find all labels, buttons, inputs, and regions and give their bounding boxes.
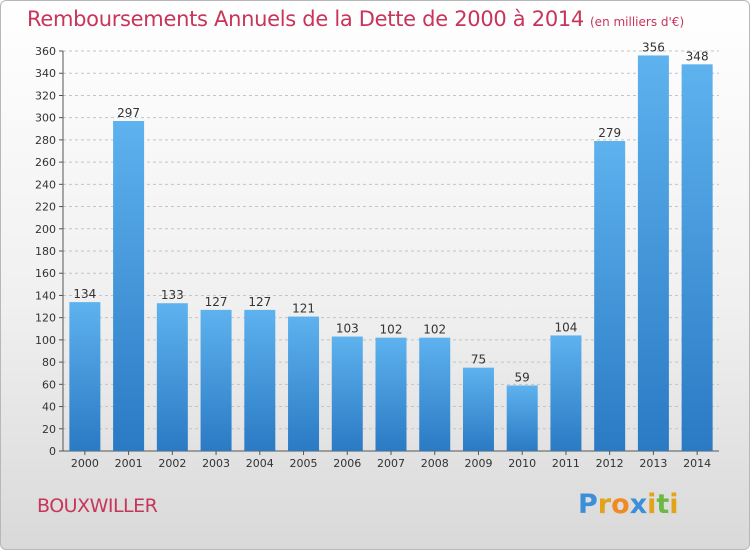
y-tick-label: 260 xyxy=(35,156,56,169)
bar xyxy=(550,335,582,451)
data-label: 102 xyxy=(380,323,403,337)
city-name: BOUXWILLER xyxy=(37,495,158,517)
chart-title-unit: (en milliers d'€) xyxy=(590,15,685,29)
x-tick-label: 2010 xyxy=(508,457,536,470)
bar xyxy=(637,55,669,451)
x-tick-label: 2009 xyxy=(464,457,492,470)
data-label: 127 xyxy=(248,295,271,309)
y-tick-label: 180 xyxy=(35,245,56,258)
x-tick-label: 2012 xyxy=(596,457,624,470)
bar xyxy=(244,309,276,451)
x-tick-label: 2001 xyxy=(115,457,143,470)
data-label: 104 xyxy=(554,320,577,334)
data-label: 356 xyxy=(642,40,665,54)
y-tick-label: 20 xyxy=(42,423,56,436)
x-tick-label: 2011 xyxy=(552,457,580,470)
bar xyxy=(594,141,626,451)
data-label: 102 xyxy=(423,323,446,337)
logo-letter: i xyxy=(647,489,657,520)
x-tick-label: 2006 xyxy=(333,457,361,470)
x-tick-label: 2014 xyxy=(683,457,711,470)
data-label: 297 xyxy=(117,106,140,120)
x-tick-label: 2003 xyxy=(202,457,230,470)
logo-letter: r xyxy=(597,489,612,520)
x-tick-label: 2002 xyxy=(158,457,186,470)
data-label: 127 xyxy=(205,295,228,309)
y-tick-label: 280 xyxy=(35,134,56,147)
y-tick-label: 240 xyxy=(35,178,56,191)
y-tick-label: 120 xyxy=(35,312,56,325)
y-tick-label: 100 xyxy=(35,334,56,347)
bar xyxy=(375,337,407,451)
data-label: 133 xyxy=(161,288,184,302)
x-tick-label: 2005 xyxy=(290,457,318,470)
x-tick-label: 2007 xyxy=(377,457,405,470)
x-tick-label: 2000 xyxy=(71,457,99,470)
data-label: 348 xyxy=(686,49,709,63)
bar xyxy=(156,303,188,451)
y-tick-label: 160 xyxy=(35,267,56,280)
y-tick-label: 200 xyxy=(35,223,56,236)
data-label: 279 xyxy=(598,126,621,140)
y-tick-label: 0 xyxy=(49,445,56,458)
y-tick-label: 320 xyxy=(35,89,56,102)
data-label: 103 xyxy=(336,322,359,336)
y-tick-label: 340 xyxy=(35,67,56,80)
bar xyxy=(113,121,145,451)
bar xyxy=(681,64,713,452)
bar xyxy=(69,302,101,451)
data-label: 134 xyxy=(73,287,96,301)
logo-letter: P xyxy=(578,489,598,520)
y-tick-label: 40 xyxy=(42,401,56,414)
bar xyxy=(331,336,363,451)
logo-letter: o xyxy=(611,489,630,520)
y-tick-label: 80 xyxy=(42,356,56,369)
x-tick-label: 2013 xyxy=(639,457,667,470)
proxiti-logo: Proxiti xyxy=(578,489,679,520)
data-label: 121 xyxy=(292,302,315,316)
data-label: 59 xyxy=(515,370,530,384)
y-tick-label: 300 xyxy=(35,112,56,125)
bar xyxy=(506,385,538,451)
y-tick-label: 220 xyxy=(35,201,56,214)
bar xyxy=(419,337,451,451)
bar xyxy=(462,367,494,451)
x-tick-label: 2008 xyxy=(421,457,449,470)
x-tick-label: 2004 xyxy=(246,457,274,470)
y-tick-label: 360 xyxy=(35,45,56,58)
logo-letter: t xyxy=(656,489,670,520)
data-label: 75 xyxy=(471,353,486,367)
chart-title-text: Remboursements Annuels de la Dette de 20… xyxy=(27,7,584,31)
logo-letter: i xyxy=(669,489,679,520)
logo-letter: x xyxy=(629,489,648,520)
bar xyxy=(200,309,232,451)
chart-title: Remboursements Annuels de la Dette de 20… xyxy=(27,7,684,31)
bar xyxy=(288,316,320,451)
y-tick-label: 140 xyxy=(35,289,56,302)
y-tick-label: 60 xyxy=(42,378,56,391)
